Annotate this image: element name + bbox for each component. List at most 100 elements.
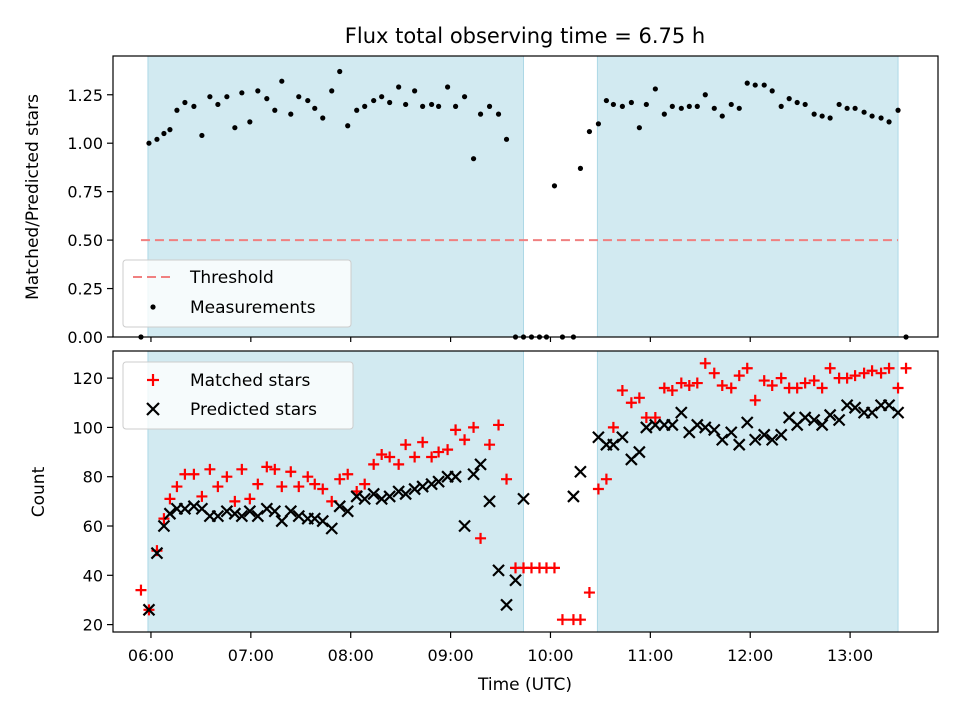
matched-star-marker — [900, 362, 912, 374]
measurement-point — [207, 94, 213, 100]
measurement-point — [744, 80, 750, 86]
predicted-star-marker — [707, 423, 721, 437]
ratio-legend-box — [122, 259, 352, 328]
matched-star-marker — [733, 370, 745, 382]
predicted-star-marker — [425, 477, 438, 491]
predicted-star-marker — [416, 480, 429, 493]
ratio-panel-frame — [112, 55, 939, 338]
ratio-x-ticks — [150, 337, 851, 342]
y-tick-label: 1.25 — [67, 86, 103, 105]
predicted-star-marker — [432, 475, 445, 488]
predicted-star-marker — [732, 438, 746, 451]
y-tick-label: 120 — [72, 369, 103, 388]
threshold-legend-label: Threshold — [189, 268, 274, 288]
measurement-point — [878, 115, 884, 121]
measurement-point — [329, 88, 335, 94]
measurement-point — [279, 78, 285, 84]
measurement-point — [786, 96, 792, 102]
y-tick-label: 40 — [83, 566, 103, 585]
matched-star-marker — [892, 382, 904, 394]
measurement-point — [296, 94, 302, 100]
matched-star-marker — [269, 463, 281, 475]
measurement-point — [811, 111, 817, 117]
matched-star-marker — [376, 449, 388, 461]
predicted-star-marker — [292, 509, 306, 523]
measurement-point — [199, 132, 205, 139]
measurement-point — [320, 115, 326, 121]
matched-star-marker — [675, 377, 687, 389]
predicted-star-marker — [691, 418, 704, 432]
predicted-star-marker — [383, 490, 396, 503]
measurement-point — [337, 68, 343, 75]
matched-star-marker — [442, 444, 454, 456]
measurement-point — [719, 113, 725, 119]
matched-star-marker — [666, 384, 678, 396]
measurement-point — [551, 183, 558, 189]
measurement-point — [852, 105, 858, 111]
measurement-point — [232, 125, 238, 131]
matched-star-marker — [716, 380, 728, 392]
y-tick-label: 1.00 — [67, 134, 103, 153]
matched-star-marker — [302, 471, 314, 483]
matched-star-marker — [426, 451, 438, 463]
measurement-point — [420, 103, 426, 109]
count-legend: Matched stars Predicted stars — [122, 361, 354, 430]
predicted-star-marker — [649, 418, 662, 432]
predicted-star-marker — [220, 504, 234, 518]
matched-star-marker — [725, 382, 737, 394]
measurement-point — [215, 101, 221, 108]
y-tick-label: 0.00 — [67, 328, 103, 347]
matched-star-marker — [649, 412, 661, 424]
measurement-point — [643, 101, 649, 108]
predicted-star-marker — [748, 433, 762, 447]
predicted-star-marker — [251, 509, 265, 523]
ratio-y-axis: 0.00 0.25 0.50 0.75 1.00 1.25 — [67, 86, 113, 347]
predicted-star-marker — [228, 507, 242, 520]
matched-star-marker — [317, 483, 329, 495]
predicted-star-marker — [142, 603, 156, 617]
x-tick-label: 08:00 — [328, 646, 374, 665]
measurement-point — [728, 101, 734, 108]
predicted-star-marker — [392, 485, 405, 498]
measurement-point — [495, 111, 502, 117]
measurement-point — [477, 111, 484, 117]
predicted-star-marker — [509, 573, 522, 587]
matched-star-marker — [135, 584, 147, 596]
predicted-star-marker — [517, 492, 530, 506]
x-axis-title: Time (UTC) — [477, 675, 572, 695]
predicted-star-marker — [187, 500, 201, 513]
predicted-star-marker — [823, 408, 837, 422]
predicted-star-marker — [815, 418, 829, 432]
measurement-point — [669, 103, 675, 109]
measurement-point — [288, 111, 294, 117]
predicted-star-marker — [150, 546, 164, 560]
predicted-star-marker — [666, 418, 679, 432]
measurement-point — [619, 103, 625, 109]
measurement-point — [819, 113, 825, 119]
predicted-star-marker — [640, 421, 653, 434]
y-tick-label: 0.25 — [67, 280, 103, 299]
matched-star-marker — [758, 375, 770, 387]
measurement-point — [794, 99, 800, 106]
measurement-point — [577, 165, 584, 171]
matched-star-marker — [625, 397, 637, 409]
predicted-star-marker — [574, 465, 587, 479]
measurement-point — [354, 107, 360, 113]
predicted-star-marker — [774, 428, 788, 442]
predicted-star-marker — [607, 438, 620, 451]
x-tick-label: 09:00 — [428, 646, 474, 665]
matched-star-marker — [875, 367, 887, 379]
y-tick-label: 100 — [72, 418, 103, 437]
matched-star-marker — [293, 481, 305, 493]
predicted-star-marker — [567, 490, 580, 503]
x-tick-label: 06:00 — [128, 646, 174, 665]
predicted-star-marker — [235, 509, 249, 523]
measurement-point — [387, 99, 393, 106]
matched-star-marker — [334, 473, 346, 485]
predicted-star-marker — [724, 426, 738, 439]
predicted-star-marker — [832, 413, 846, 427]
measurement-point — [429, 101, 435, 108]
measurements-legend-swatch — [150, 304, 156, 310]
predicted-star-marker — [807, 413, 821, 427]
